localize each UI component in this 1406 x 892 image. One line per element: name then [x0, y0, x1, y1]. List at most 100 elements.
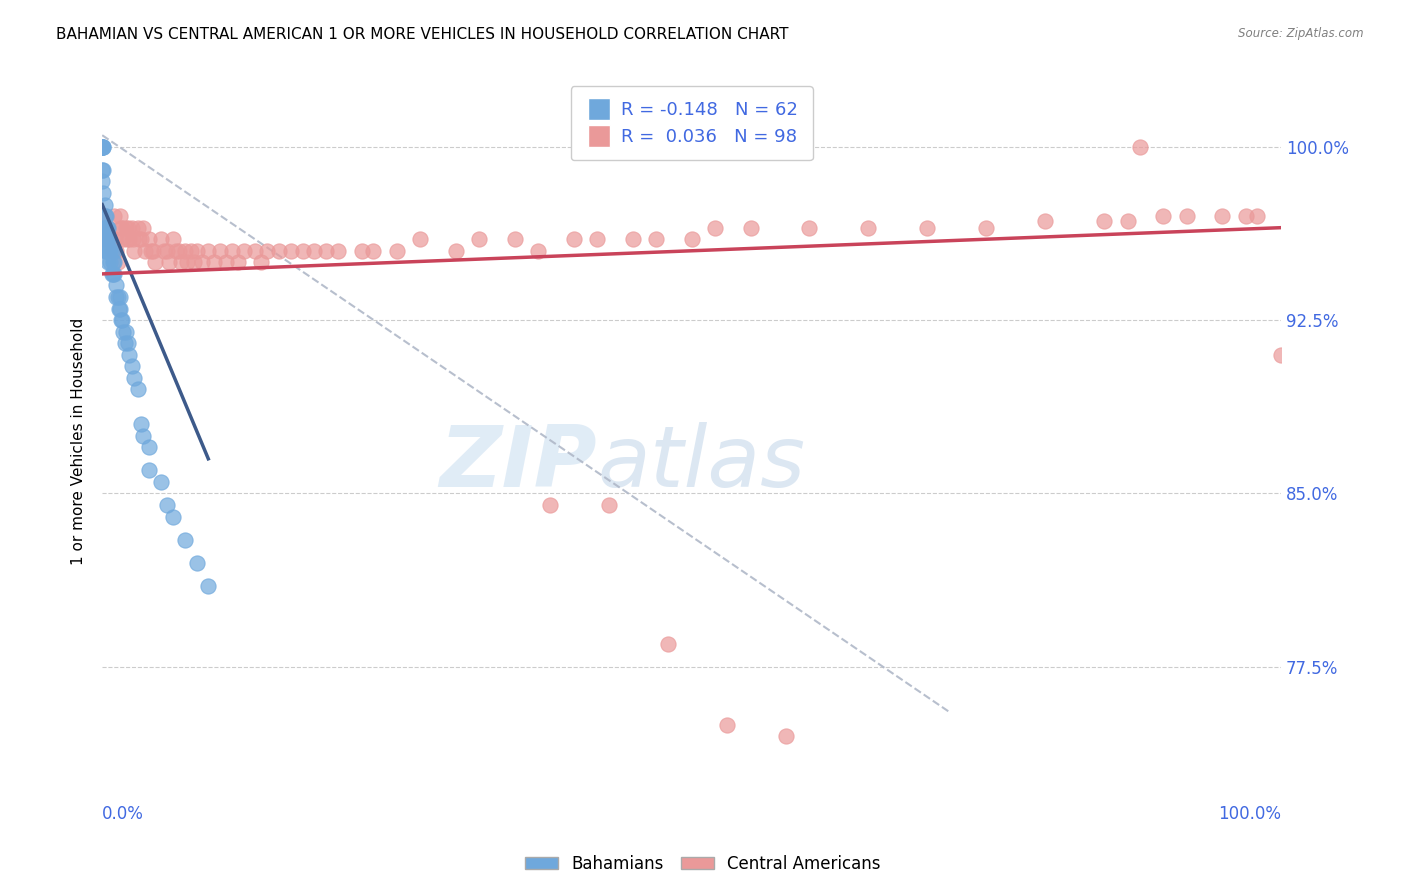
Text: BAHAMIAN VS CENTRAL AMERICAN 1 OR MORE VEHICLES IN HOUSEHOLD CORRELATION CHART: BAHAMIAN VS CENTRAL AMERICAN 1 OR MORE V… — [56, 27, 789, 42]
Point — [91, 209, 114, 223]
Point — [191, 255, 214, 269]
Point — [100, 244, 122, 258]
Point — [350, 244, 373, 258]
Point — [267, 244, 290, 258]
Point — [101, 244, 124, 258]
Point — [245, 244, 267, 258]
Point — [127, 220, 149, 235]
Point — [114, 336, 136, 351]
Point — [127, 383, 149, 397]
Point — [1211, 209, 1233, 223]
Point — [143, 255, 166, 269]
Point — [97, 244, 120, 258]
Point — [103, 267, 125, 281]
Text: 0.0%: 0.0% — [103, 805, 143, 823]
Point — [115, 232, 138, 246]
Point — [94, 220, 117, 235]
Point — [468, 232, 491, 246]
Point — [121, 220, 143, 235]
Point — [93, 220, 115, 235]
Y-axis label: 1 or more Vehicles in Household: 1 or more Vehicles in Household — [72, 318, 86, 566]
Point — [170, 255, 193, 269]
Point — [108, 290, 131, 304]
Point — [107, 301, 129, 316]
Point — [156, 244, 179, 258]
Point — [444, 244, 467, 258]
Point — [107, 290, 129, 304]
Point — [117, 336, 139, 351]
Point — [103, 255, 125, 269]
Point — [98, 232, 121, 246]
Point — [150, 232, 173, 246]
Point — [562, 232, 585, 246]
Point — [111, 220, 134, 235]
Point — [129, 232, 152, 246]
Point — [121, 359, 143, 374]
Point — [117, 220, 139, 235]
Point — [96, 232, 118, 246]
Point — [94, 244, 117, 258]
Point — [100, 255, 122, 269]
Point — [202, 255, 225, 269]
Point — [180, 244, 202, 258]
Point — [94, 232, 117, 246]
Point — [232, 244, 254, 258]
Text: Source: ZipAtlas.com: Source: ZipAtlas.com — [1239, 27, 1364, 40]
Point — [917, 220, 939, 235]
Point — [657, 637, 679, 651]
Point — [162, 509, 184, 524]
Point — [527, 244, 550, 258]
Point — [97, 255, 120, 269]
Text: ZIP: ZIP — [440, 422, 598, 505]
Text: 100.0%: 100.0% — [1218, 805, 1281, 823]
Point — [186, 556, 208, 570]
Point — [221, 244, 243, 258]
Point — [97, 220, 120, 235]
Point — [586, 232, 609, 246]
Point — [93, 197, 115, 211]
Point — [128, 232, 150, 246]
Point — [1152, 209, 1174, 223]
Point — [326, 244, 349, 258]
Point — [93, 186, 115, 200]
Point — [226, 255, 249, 269]
Point — [93, 140, 115, 154]
Point — [91, 174, 114, 188]
Point — [105, 244, 128, 258]
Point — [138, 463, 160, 477]
Point — [138, 232, 160, 246]
Point — [100, 232, 122, 246]
Point — [132, 428, 155, 442]
Point — [621, 232, 644, 246]
Point — [91, 140, 114, 154]
Point — [197, 244, 219, 258]
Point — [142, 244, 165, 258]
Point — [138, 440, 160, 454]
Point — [114, 220, 136, 235]
Point — [197, 579, 219, 593]
Point — [93, 162, 115, 177]
Point — [858, 220, 880, 235]
Point — [209, 244, 232, 258]
Point — [97, 232, 120, 246]
Point — [538, 498, 561, 512]
Point — [1092, 213, 1115, 227]
Point — [250, 255, 273, 269]
Point — [1033, 213, 1056, 227]
Point — [100, 244, 122, 258]
Point — [183, 255, 205, 269]
Point — [96, 220, 118, 235]
Point — [152, 244, 174, 258]
Point — [110, 220, 132, 235]
Point — [93, 232, 115, 246]
Point — [96, 244, 118, 258]
Point — [105, 290, 128, 304]
Point — [91, 220, 114, 235]
Point — [111, 313, 134, 327]
Point — [91, 162, 114, 177]
Point — [114, 325, 136, 339]
Point — [100, 267, 122, 281]
Point — [93, 209, 115, 223]
Point — [98, 232, 121, 246]
Point — [775, 729, 797, 743]
